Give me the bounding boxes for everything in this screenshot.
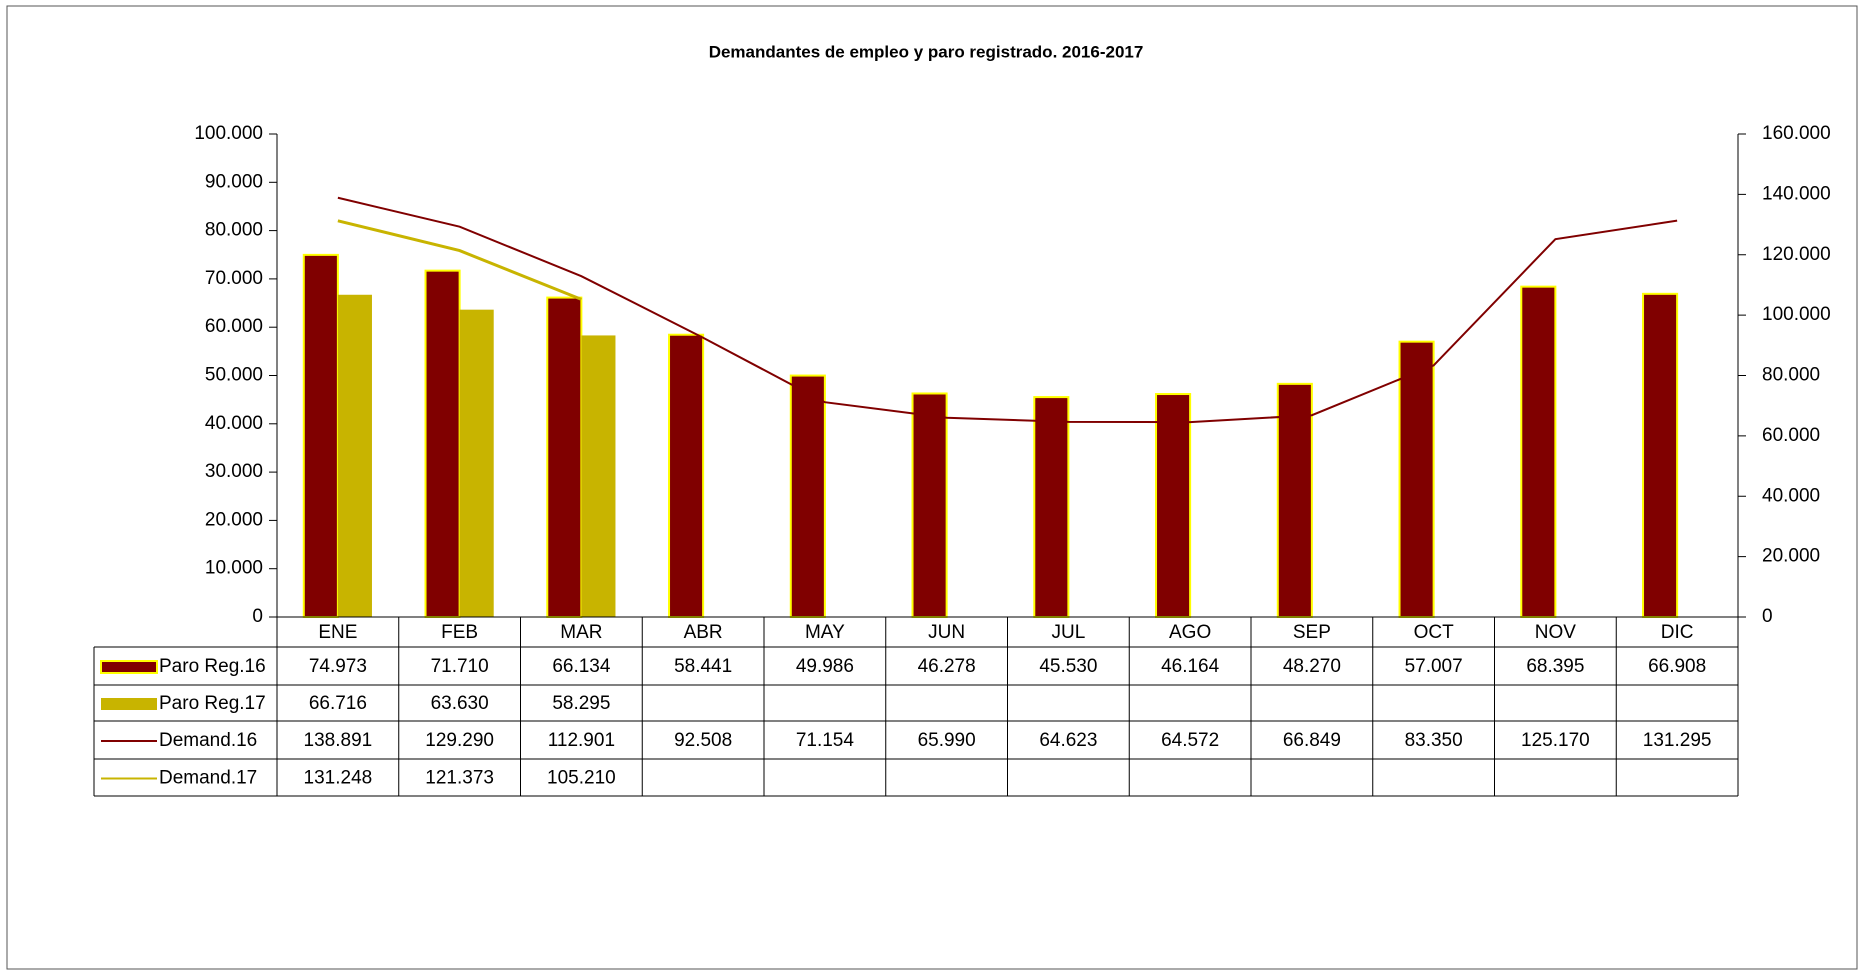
table-cell: 129.290	[425, 730, 494, 751]
line-series	[337, 219, 582, 301]
y-tick-label: 40.000	[205, 413, 263, 434]
x-tick-label: FEB	[441, 622, 478, 643]
legend-label: Paro Reg.16	[159, 656, 266, 677]
bar	[789, 374, 826, 618]
y2-tick-label: 80.000	[1762, 365, 1820, 386]
table-cell: 112.901	[548, 730, 615, 751]
table-cell: 83.350	[1405, 730, 1463, 751]
y2-tick-label: 60.000	[1762, 425, 1820, 446]
bar	[459, 309, 494, 617]
legend-label: Demand.17	[159, 768, 257, 789]
table-cell: 105.210	[547, 768, 616, 789]
y-tick-label: 90.000	[205, 171, 263, 192]
bar	[1276, 382, 1313, 618]
x-tick-label: ABR	[684, 622, 723, 643]
bar	[668, 333, 705, 618]
x-tick-label: NOV	[1535, 622, 1577, 643]
bar	[1642, 292, 1679, 618]
x-tick-label: AGO	[1169, 622, 1211, 643]
table-cell: 66.849	[1283, 730, 1341, 751]
legend-label: Demand.16	[159, 730, 257, 751]
bar	[424, 269, 461, 618]
table-cell: 125.170	[1521, 730, 1590, 751]
table-cell: 65.990	[918, 730, 976, 751]
y2-tick-label: 0	[1762, 606, 1773, 627]
x-tick-label: SEP	[1293, 622, 1331, 643]
bar	[337, 294, 372, 617]
table-cell: 66.134	[552, 656, 611, 677]
bar	[1398, 340, 1435, 618]
bar	[911, 392, 948, 618]
table-cell: 92.508	[674, 730, 732, 751]
y-tick-label: 70.000	[205, 268, 263, 289]
x-tick-label: JUL	[1051, 622, 1085, 643]
legend-label: Paro Reg.17	[159, 693, 266, 714]
table-cell: 68.395	[1526, 656, 1584, 677]
line-series	[337, 196, 1678, 424]
bar	[581, 335, 616, 617]
table-cell: 71.710	[431, 656, 489, 677]
y-tick-label: 100.000	[194, 123, 263, 144]
legend-swatch	[100, 660, 158, 674]
y-tick-label: 60.000	[205, 316, 263, 337]
table-cell: 49.986	[796, 656, 854, 677]
bar	[1520, 285, 1557, 618]
table-cell: 57.007	[1405, 656, 1463, 677]
table-cell: 46.278	[918, 656, 976, 677]
y2-tick-label: 160.000	[1762, 123, 1831, 144]
x-tick-label: MAY	[805, 622, 845, 643]
y-tick-label: 30.000	[205, 461, 263, 482]
y2-tick-label: 100.000	[1762, 304, 1831, 325]
x-tick-label: ENE	[318, 622, 357, 643]
table-cell: 71.154	[796, 730, 855, 751]
y-tick-label: 10.000	[205, 558, 263, 579]
table-cell: 63.630	[431, 693, 489, 714]
table-cell: 46.164	[1161, 656, 1220, 677]
y2-tick-label: 140.000	[1762, 183, 1831, 204]
bar	[302, 253, 339, 619]
x-tick-label: DIC	[1661, 622, 1694, 643]
table-cell: 45.530	[1039, 656, 1097, 677]
table-cell: 66.716	[309, 693, 367, 714]
table-cell: 48.270	[1283, 656, 1341, 677]
x-tick-label: MAR	[560, 622, 602, 643]
y2-tick-label: 120.000	[1762, 244, 1831, 265]
table-cell: 138.891	[304, 730, 373, 751]
table-cell: 131.295	[1643, 730, 1712, 751]
table-cell: 58.441	[674, 656, 732, 677]
table-cell: 121.373	[425, 768, 494, 789]
x-tick-label: OCT	[1414, 622, 1455, 643]
table-cell: 74.973	[309, 656, 367, 677]
y-tick-label: 80.000	[205, 220, 263, 241]
y-tick-label: 20.000	[205, 509, 263, 530]
bar	[546, 296, 583, 618]
table-cell: 64.623	[1039, 730, 1097, 751]
y-tick-label: 50.000	[205, 365, 263, 386]
bar	[1155, 393, 1192, 619]
x-tick-label: JUN	[928, 622, 965, 643]
table-cell: 66.908	[1648, 656, 1706, 677]
y2-tick-label: 20.000	[1762, 546, 1820, 567]
table-cell: 58.295	[552, 693, 610, 714]
table-cell: 131.248	[304, 768, 373, 789]
legend-swatch	[101, 698, 157, 710]
table-cell: 64.572	[1161, 730, 1219, 751]
y2-tick-label: 40.000	[1762, 485, 1820, 506]
y-tick-label: 0	[252, 606, 263, 627]
chart-title: Demandantes de empleo y paro registrado.…	[709, 42, 1144, 61]
bar	[1033, 396, 1070, 618]
